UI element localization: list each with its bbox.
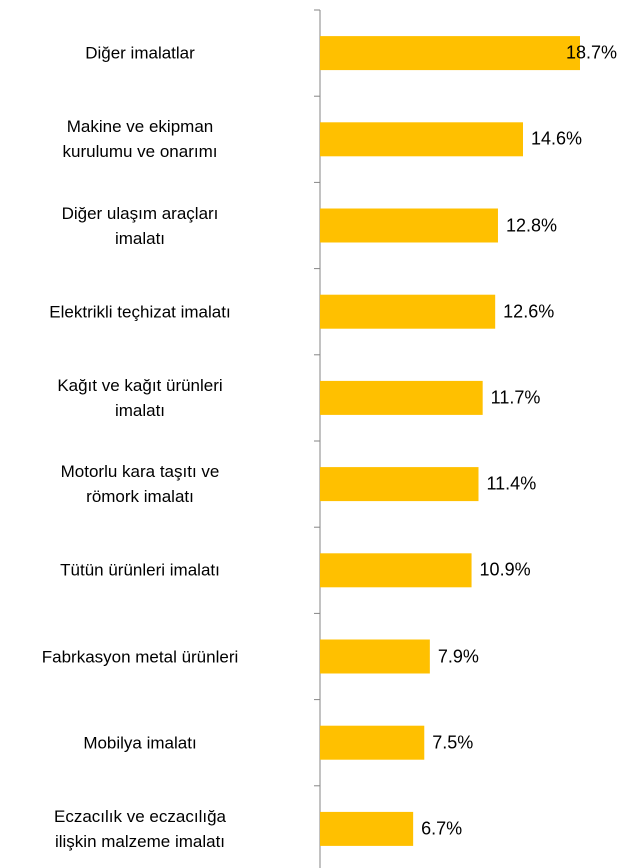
category-label: Fabrkasyon metal ürünleri	[41, 647, 239, 666]
bar	[320, 208, 498, 243]
value-label: 6.7%	[421, 818, 463, 839]
value-label: 18.7%	[566, 42, 618, 63]
category-label: Motorlu kara taşıtı ve römork imalatı	[60, 462, 220, 507]
value-label: 11.4%	[486, 473, 537, 494]
value-label: 10.9%	[479, 559, 531, 580]
bar	[320, 639, 430, 674]
category-label: Makine ve ekipman kurulumu ve onarımı	[62, 117, 218, 162]
value-label: 7.5%	[432, 732, 474, 753]
category-label: Diğer ulaşım araçları imalatı	[61, 203, 219, 248]
bar	[320, 294, 496, 329]
bar	[320, 380, 483, 415]
bar	[320, 467, 479, 502]
category-label: Elektrikli teçhizat imalatı	[49, 302, 231, 322]
bar	[320, 553, 472, 588]
bar	[320, 725, 425, 760]
value-label: 12.8%	[505, 215, 557, 235]
value-label: 7.9%	[437, 646, 479, 666]
bar	[320, 122, 523, 157]
category-label: Diğer imalatlar	[85, 43, 195, 63]
value-label: 12.6%	[503, 301, 555, 322]
category-label: Tütün ürünleri imalatı	[60, 560, 220, 580]
value-label: 14.6%	[530, 128, 583, 149]
category-label: Mobilya imalatı	[83, 733, 197, 753]
value-label: 11.7%	[490, 387, 541, 408]
bar	[320, 811, 414, 846]
category-label: Kağıt ve kağıt ürünleri imalatı	[57, 375, 223, 420]
bar	[320, 36, 580, 71]
category-label: Eczacılık ve eczacılığa ilişkin malzeme …	[54, 806, 226, 851]
